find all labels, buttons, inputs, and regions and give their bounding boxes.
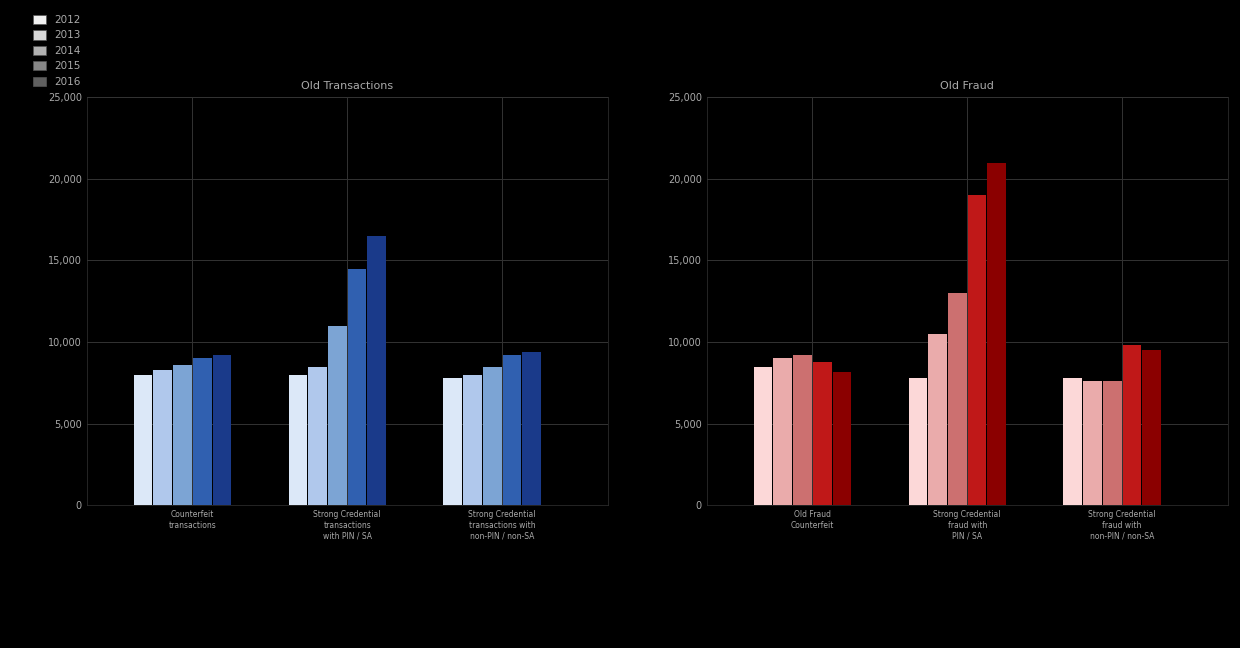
Bar xyxy=(289,375,308,505)
Legend: 2012, 2013, 2014, 2015, 2016: 2012, 2013, 2014, 2015, 2016 xyxy=(30,12,83,90)
Bar xyxy=(329,326,347,505)
Bar xyxy=(1083,381,1102,505)
Bar xyxy=(134,375,153,505)
Bar xyxy=(949,293,967,505)
Bar xyxy=(813,362,832,505)
Bar xyxy=(774,358,792,505)
Bar xyxy=(154,370,172,505)
Bar xyxy=(367,236,386,505)
Bar xyxy=(832,371,852,505)
Bar xyxy=(174,365,192,505)
Bar xyxy=(444,378,463,505)
Title: Old Fraud: Old Fraud xyxy=(940,81,994,91)
Title: Old Transactions: Old Transactions xyxy=(301,81,393,91)
Bar xyxy=(502,355,521,505)
Bar xyxy=(1142,351,1161,505)
Bar xyxy=(463,375,482,505)
Bar xyxy=(212,355,232,505)
Bar xyxy=(347,269,366,505)
Bar xyxy=(754,367,773,505)
Bar xyxy=(1102,381,1121,505)
Bar xyxy=(967,195,986,505)
Bar xyxy=(929,334,947,505)
Bar xyxy=(909,378,928,505)
Bar xyxy=(309,367,327,505)
Bar xyxy=(794,355,812,505)
Bar xyxy=(1064,378,1083,505)
Bar xyxy=(193,358,212,505)
Bar xyxy=(987,163,1006,505)
Bar xyxy=(482,367,501,505)
Bar xyxy=(1122,345,1141,505)
Bar xyxy=(522,352,541,505)
